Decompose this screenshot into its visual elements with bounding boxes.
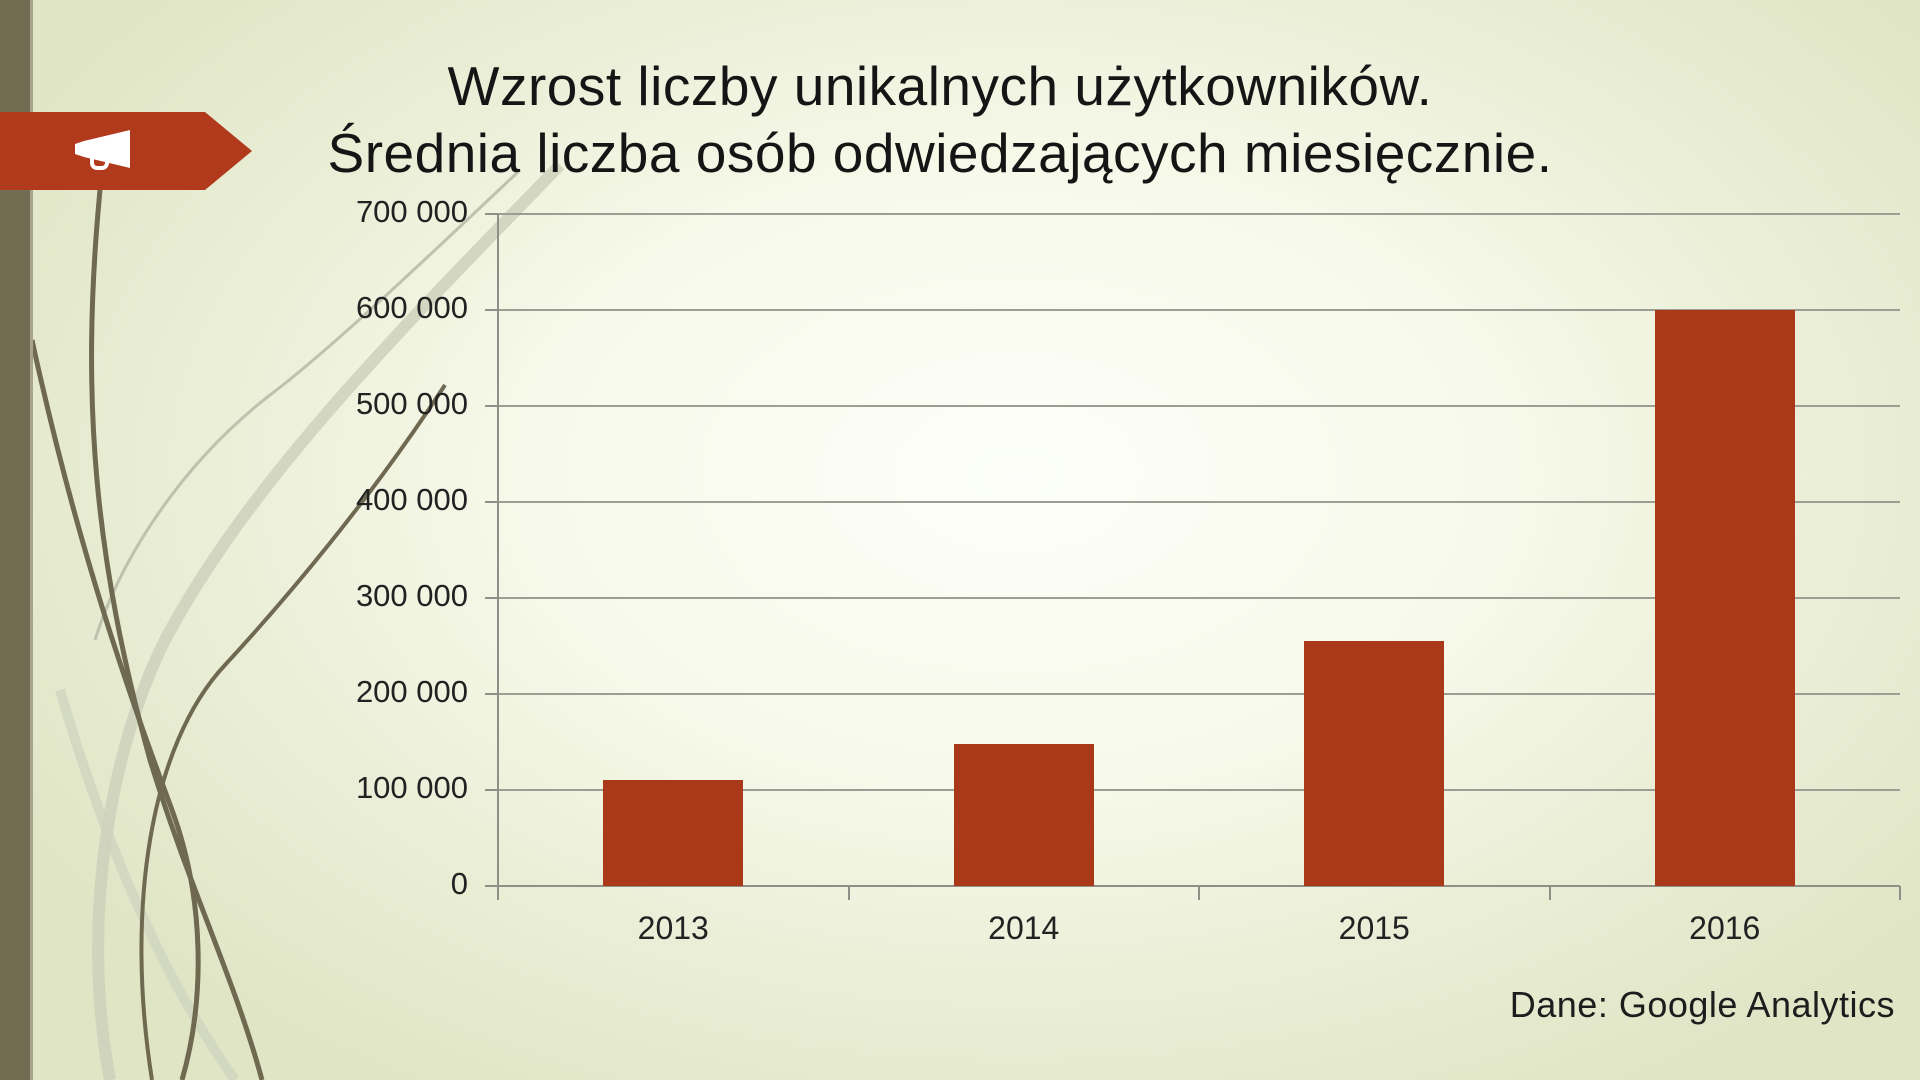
x-axis-label: 2015 bbox=[1338, 910, 1410, 946]
bar-2015 bbox=[1304, 641, 1445, 886]
gridline bbox=[498, 501, 1900, 503]
y-axis-label: 100 000 bbox=[355, 770, 468, 805]
y-axis-label: 500 000 bbox=[355, 386, 468, 421]
gridline bbox=[498, 789, 1900, 791]
gridline bbox=[498, 597, 1900, 599]
x-axis-tick bbox=[497, 886, 499, 900]
slide-title: Wzrost liczby unikalnych użytkowników. Ś… bbox=[230, 53, 1650, 187]
y-axis-tick bbox=[485, 885, 498, 887]
x-axis-tick bbox=[1198, 886, 1200, 900]
y-axis-label: 700 000 bbox=[355, 194, 468, 229]
y-axis-tick bbox=[485, 693, 498, 695]
gridline bbox=[498, 213, 1900, 215]
gridline bbox=[498, 405, 1900, 407]
y-axis-tick bbox=[485, 789, 498, 791]
x-axis-label: 2016 bbox=[1689, 910, 1761, 946]
x-axis-tick bbox=[847, 886, 850, 900]
x-axis-tick bbox=[1548, 886, 1551, 900]
announcement-banner bbox=[0, 112, 252, 190]
slide-title-line1: Wzrost liczby unikalnych użytkowników. bbox=[447, 54, 1433, 117]
gridline bbox=[498, 693, 1900, 695]
y-axis-tick bbox=[485, 309, 498, 311]
y-axis-label: 400 000 bbox=[355, 482, 468, 517]
megaphone-icon bbox=[75, 130, 130, 170]
y-axis-label: 600 000 bbox=[355, 290, 468, 325]
gridline bbox=[498, 309, 1900, 311]
bar-2016 bbox=[1654, 310, 1795, 886]
slide-title-line2: Średnia liczba osób odwiedzających miesi… bbox=[327, 121, 1553, 184]
bar-2014 bbox=[953, 743, 1094, 886]
x-axis-label: 2013 bbox=[637, 910, 709, 946]
x-axis-tick bbox=[1899, 886, 1901, 900]
y-axis-label: 0 bbox=[450, 866, 468, 901]
y-axis bbox=[497, 214, 499, 900]
y-axis-label: 200 000 bbox=[355, 674, 468, 709]
y-axis-tick bbox=[485, 405, 498, 407]
y-axis-tick bbox=[485, 213, 498, 215]
bar-2013 bbox=[603, 780, 744, 886]
source-note: Dane: Google Analytics bbox=[1509, 984, 1895, 1025]
y-axis-tick bbox=[485, 501, 498, 503]
y-axis-tick bbox=[485, 597, 498, 599]
x-axis-label: 2014 bbox=[988, 910, 1060, 946]
y-axis-label: 300 000 bbox=[355, 578, 468, 613]
